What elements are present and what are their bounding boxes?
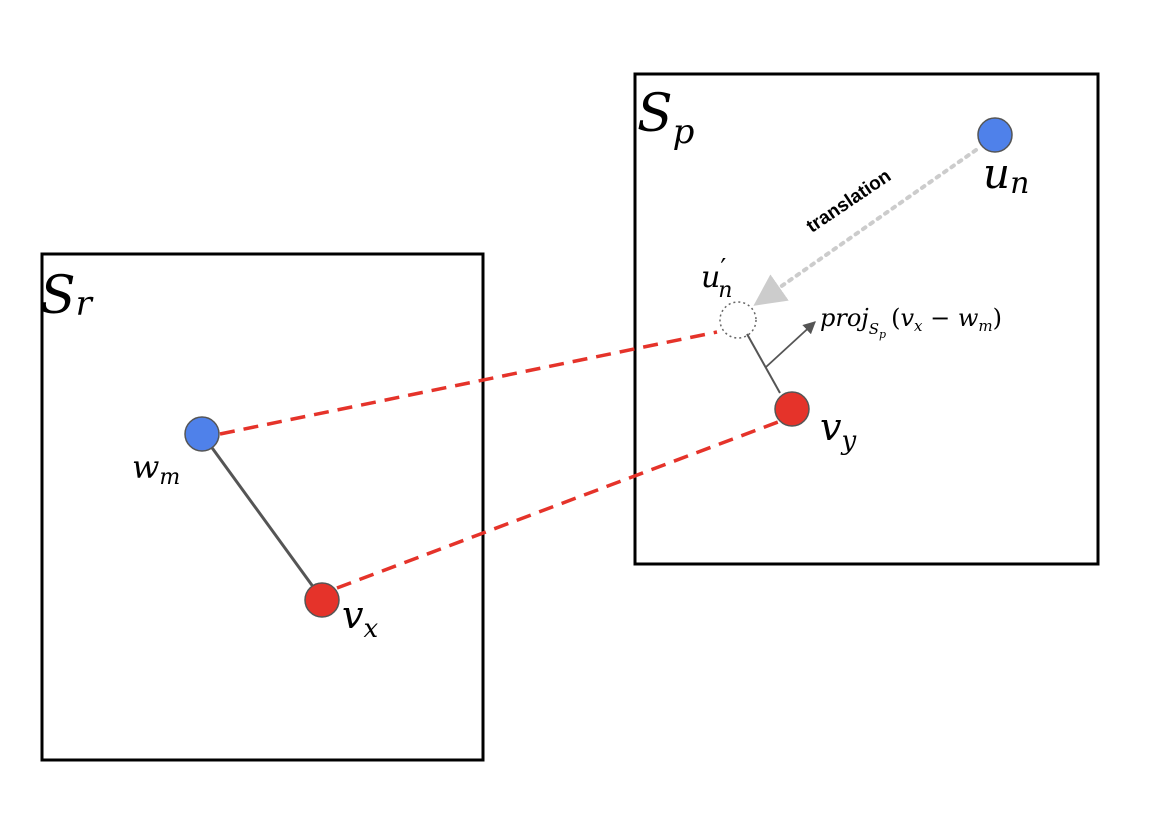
space-p-box bbox=[633, 72, 1100, 566]
node-u-n bbox=[977, 117, 1013, 153]
dashed-line-wm-to-un-prime bbox=[219, 330, 718, 436]
node-u-n-prime bbox=[719, 301, 757, 339]
label-u-n-prime: u′ n bbox=[701, 254, 732, 303]
dashed-line-vx-to-vy bbox=[336, 420, 779, 590]
space-r-label: Sr bbox=[40, 266, 94, 326]
label-w-m: wm bbox=[132, 448, 180, 490]
node-w-m bbox=[184, 416, 220, 452]
space-r-box bbox=[40, 252, 485, 762]
projection-label: projSp(vx − wm) bbox=[820, 304, 1002, 341]
translation-arrow bbox=[753, 148, 978, 306]
projection-arrow bbox=[765, 321, 816, 368]
label-v-y: vy bbox=[820, 405, 856, 456]
label-u-n: un bbox=[983, 149, 1029, 201]
edge-un-prime-vy bbox=[746, 333, 781, 394]
edge-wm-vx bbox=[208, 444, 316, 589]
translation-label: translation bbox=[803, 166, 895, 238]
space-p-label: Sp bbox=[637, 84, 694, 152]
node-v-x bbox=[304, 582, 340, 618]
label-v-x: vx bbox=[342, 593, 378, 644]
node-v-y bbox=[774, 391, 810, 427]
